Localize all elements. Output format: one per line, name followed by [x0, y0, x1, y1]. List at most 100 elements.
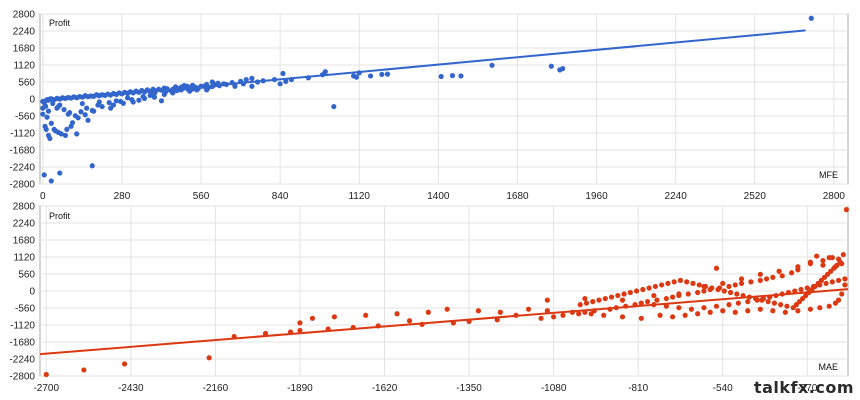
mfe-data-point — [82, 112, 88, 118]
mfe-data-point — [84, 105, 90, 111]
mfe-data-point — [283, 78, 289, 84]
mae-data-point — [659, 282, 665, 288]
mfe-data-point — [140, 93, 146, 100]
mfe-data-point — [158, 98, 165, 104]
mae-data-point — [757, 277, 763, 283]
mae-trendline — [39, 288, 849, 356]
mae-data-point — [677, 277, 684, 283]
mae-data-point — [551, 314, 557, 320]
mae-data-point — [654, 297, 660, 303]
mae-data-point — [684, 279, 690, 285]
mae-data-point — [638, 300, 644, 306]
mfe-data-point — [57, 170, 63, 176]
mfe-data-point — [78, 109, 84, 115]
mfe-data-point — [379, 71, 385, 78]
mfe-y-axis-label: Profit — [49, 18, 71, 28]
mfe-data-point — [110, 102, 117, 108]
mae-data-point — [588, 311, 594, 317]
mae-data-point — [590, 299, 596, 305]
mae-data-point — [826, 303, 832, 309]
mae-data-point — [670, 294, 676, 300]
mfe-data-point — [72, 113, 78, 119]
mfe-x-tick-label: 840 — [272, 191, 289, 202]
mae-y-tick-label: -1120 — [10, 321, 35, 332]
mae-data-point — [690, 280, 696, 287]
mae-data-point — [748, 279, 754, 285]
mae-data-point — [688, 306, 695, 312]
mae-data-point — [544, 297, 550, 303]
mae-data-point — [475, 308, 482, 314]
mfe-profit-chart: 0 280 560 840 1120 1400 1680 1960 2240 2520 2800 2… — [9, 10, 849, 202]
mae-data-point — [709, 285, 715, 291]
mae-x-tick-label: -540 — [713, 383, 733, 394]
mae-data-point — [638, 315, 644, 321]
mae-data-point — [560, 312, 566, 318]
mae-data-point — [695, 311, 701, 317]
mfe-data-point — [45, 108, 52, 114]
mae-data-point — [778, 302, 784, 308]
mfe-data-point — [243, 76, 249, 83]
mfe-data-point — [232, 83, 238, 89]
mfe-y-tick-label: 2240 — [13, 27, 36, 38]
mfe-data-point — [331, 103, 337, 110]
mae-x-tick-label: -1890 — [287, 383, 313, 394]
mae-data-point — [770, 308, 776, 314]
mae-data-point — [820, 262, 826, 268]
mae-data-point — [621, 291, 627, 297]
mfe-data-point — [129, 97, 135, 103]
mfe-data-point — [61, 107, 67, 113]
mae-data-point — [394, 311, 400, 317]
mae-data-point — [789, 270, 795, 276]
mae-data-point — [842, 276, 848, 282]
mfe-data-point — [74, 131, 80, 137]
mfe-data-point — [548, 63, 554, 69]
mae-data-point — [43, 371, 49, 378]
mae-data-point — [829, 255, 835, 261]
mae-data-point — [776, 268, 782, 274]
mfe-x-tick-label: 2520 — [744, 191, 767, 202]
mae-x-tick-label: -1350 — [456, 383, 482, 394]
mae-data-point — [792, 288, 798, 294]
mae-data-point — [644, 299, 651, 305]
mae-data-point — [619, 314, 626, 320]
mfe-data-point — [55, 103, 61, 110]
mfe-data-point — [99, 103, 105, 110]
mae-data-point — [817, 305, 823, 311]
mfe-y-tick-label: 1120 — [13, 61, 35, 72]
mae-data-point — [715, 286, 721, 293]
mae-data-point — [676, 305, 682, 311]
mae-data-point — [763, 276, 770, 282]
mae-data-point — [652, 283, 658, 290]
mfe-x-tick-label: 1400 — [427, 191, 450, 202]
mae-data-point — [804, 285, 810, 291]
mae-data-point — [297, 327, 303, 334]
mae-data-point — [640, 286, 646, 293]
mae-data-point — [121, 361, 128, 367]
mae-data-point — [745, 308, 751, 314]
mfe-data-point — [47, 135, 53, 142]
mae-data-point — [206, 355, 212, 361]
mae-data-point — [701, 305, 707, 311]
mae-data-point — [444, 306, 450, 312]
mfe-data-point — [40, 111, 46, 117]
mfe-y-tick-label: 1680 — [13, 44, 36, 55]
mae-x-tick-label: -270 — [797, 383, 817, 394]
mae-data-point — [331, 314, 337, 320]
mfe-x-tick-label: 2800 — [823, 191, 846, 202]
mae-y-tick-label: -560 — [15, 304, 35, 315]
mae-data-point — [829, 279, 835, 285]
mae-data-point — [790, 305, 796, 311]
mae-data-point — [795, 308, 801, 314]
mae-data-point — [765, 299, 771, 305]
mae-x-tick-label: -2430 — [118, 383, 144, 394]
mae-data-point — [634, 288, 640, 294]
mae-data-point — [544, 308, 550, 314]
mae-data-point — [713, 303, 720, 309]
mae-data-point — [81, 367, 87, 373]
mae-data-point — [795, 264, 801, 270]
mae-y-tick-label: -1680 — [9, 338, 35, 349]
mfe-trendline — [42, 29, 806, 103]
mae-data-point — [798, 286, 804, 293]
mae-data-point — [840, 251, 846, 258]
